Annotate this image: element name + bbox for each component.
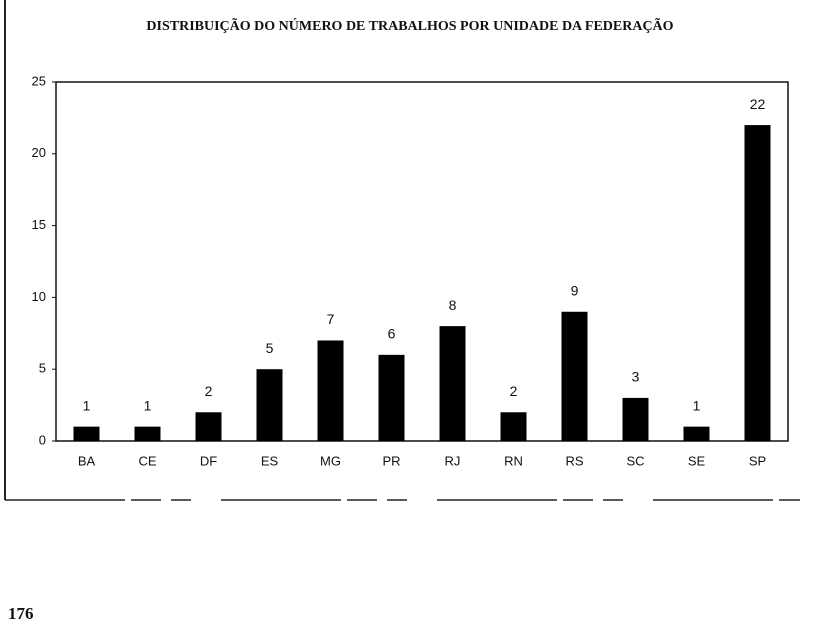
bar [683,426,710,441]
value-label: 5 [266,340,274,356]
x-tick-label: RJ [445,453,461,468]
value-label: 2 [510,383,518,399]
x-tick-label: CE [138,453,156,468]
x-tick-label: ES [261,453,279,468]
bar [195,412,222,441]
bar [134,426,161,441]
bar [561,311,588,441]
bar [378,354,405,441]
bar [500,412,527,441]
y-tick-label: 5 [39,361,46,376]
value-label: 2 [205,383,213,399]
value-label: 22 [750,96,766,112]
x-tick-label: PR [382,453,400,468]
plot-frame [55,81,789,442]
chart-title: DISTRIBUIÇÃO DO NÚMERO DE TRABALHOS POR … [146,16,673,34]
bar [744,125,771,441]
x-tick-label: MG [320,453,341,468]
x-tick-label: SP [749,453,766,468]
x-tick-label: DF [200,453,217,468]
value-label: 1 [144,397,152,413]
x-tick-label: SE [688,453,706,468]
y-tick-label: 25 [32,73,46,88]
bar [439,326,466,441]
value-label: 9 [571,282,579,298]
bar [622,397,649,441]
value-label: 1 [693,397,701,413]
y-tick-label: 0 [39,432,46,447]
x-tick-label: SC [626,453,644,468]
value-label: 7 [327,311,335,327]
value-label: 3 [632,369,640,385]
value-label: 8 [449,297,457,313]
bar [256,369,283,441]
y-tick-label: 20 [32,145,46,160]
y-tick-label: 15 [32,217,46,232]
page-number: 176 [8,604,34,623]
value-label: 1 [83,397,91,413]
x-tick-label: RN [504,453,523,468]
bar [317,340,344,441]
value-label: 6 [388,326,396,342]
x-tick-label: BA [78,453,96,468]
bar [73,426,100,441]
x-tick-label: RS [565,453,583,468]
y-tick-label: 10 [32,289,46,304]
